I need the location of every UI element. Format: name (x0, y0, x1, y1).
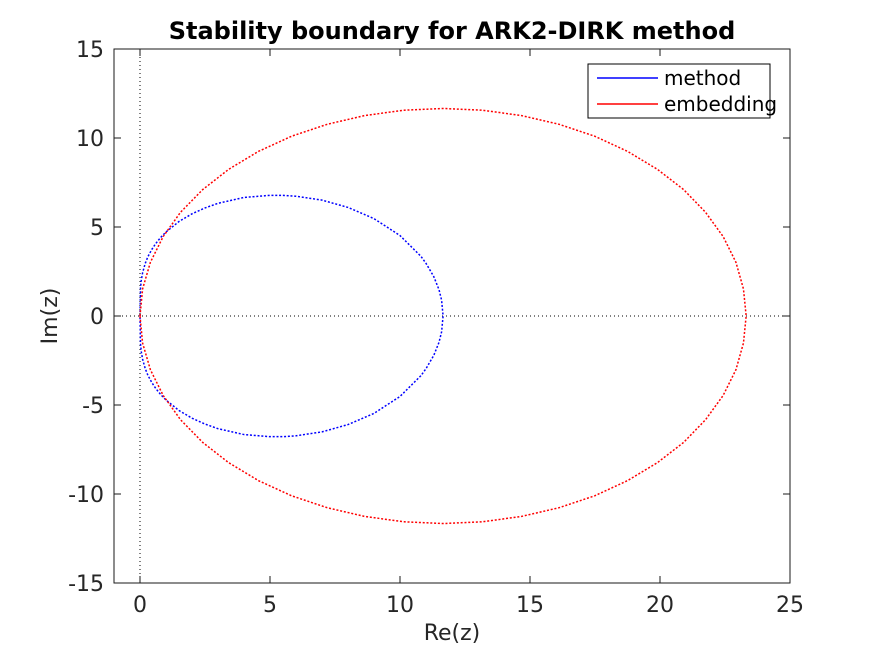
legend-label-method: method (664, 66, 741, 90)
x-tick-label: 5 (263, 593, 277, 618)
x-tick-label: 10 (386, 593, 414, 618)
y-tick-label: 10 (76, 127, 104, 152)
axis-tick-marks (114, 48, 791, 584)
legend-label-embedding: embedding (664, 92, 777, 116)
y-tick-label: 15 (76, 38, 104, 63)
legend-border (587, 63, 771, 119)
plot-area (113, 48, 791, 584)
x-axis-label: Re(z) (424, 621, 481, 646)
x-tick-label: 25 (776, 593, 804, 618)
y-tick-label: 0 (90, 305, 104, 330)
y-tick-label: -10 (68, 483, 104, 508)
y-tick-label: -15 (68, 572, 104, 597)
axis-tick-labels: 0 5 10 15 20 25 -15 -10 -5 0 5 10 15 (68, 38, 804, 618)
zero-reference-lines (114, 49, 790, 583)
y-tick-label: 5 (90, 216, 104, 241)
y-tick-label: -5 (82, 394, 104, 419)
y-axis-label: Im(z) (38, 288, 63, 345)
x-tick-label: 20 (646, 593, 674, 618)
x-tick-label: 0 (133, 593, 147, 618)
plot-title: Stability boundary for ARK2-DIRK method (169, 17, 736, 45)
x-tick-label: 15 (516, 593, 544, 618)
legend-box: method embedding (587, 63, 777, 119)
